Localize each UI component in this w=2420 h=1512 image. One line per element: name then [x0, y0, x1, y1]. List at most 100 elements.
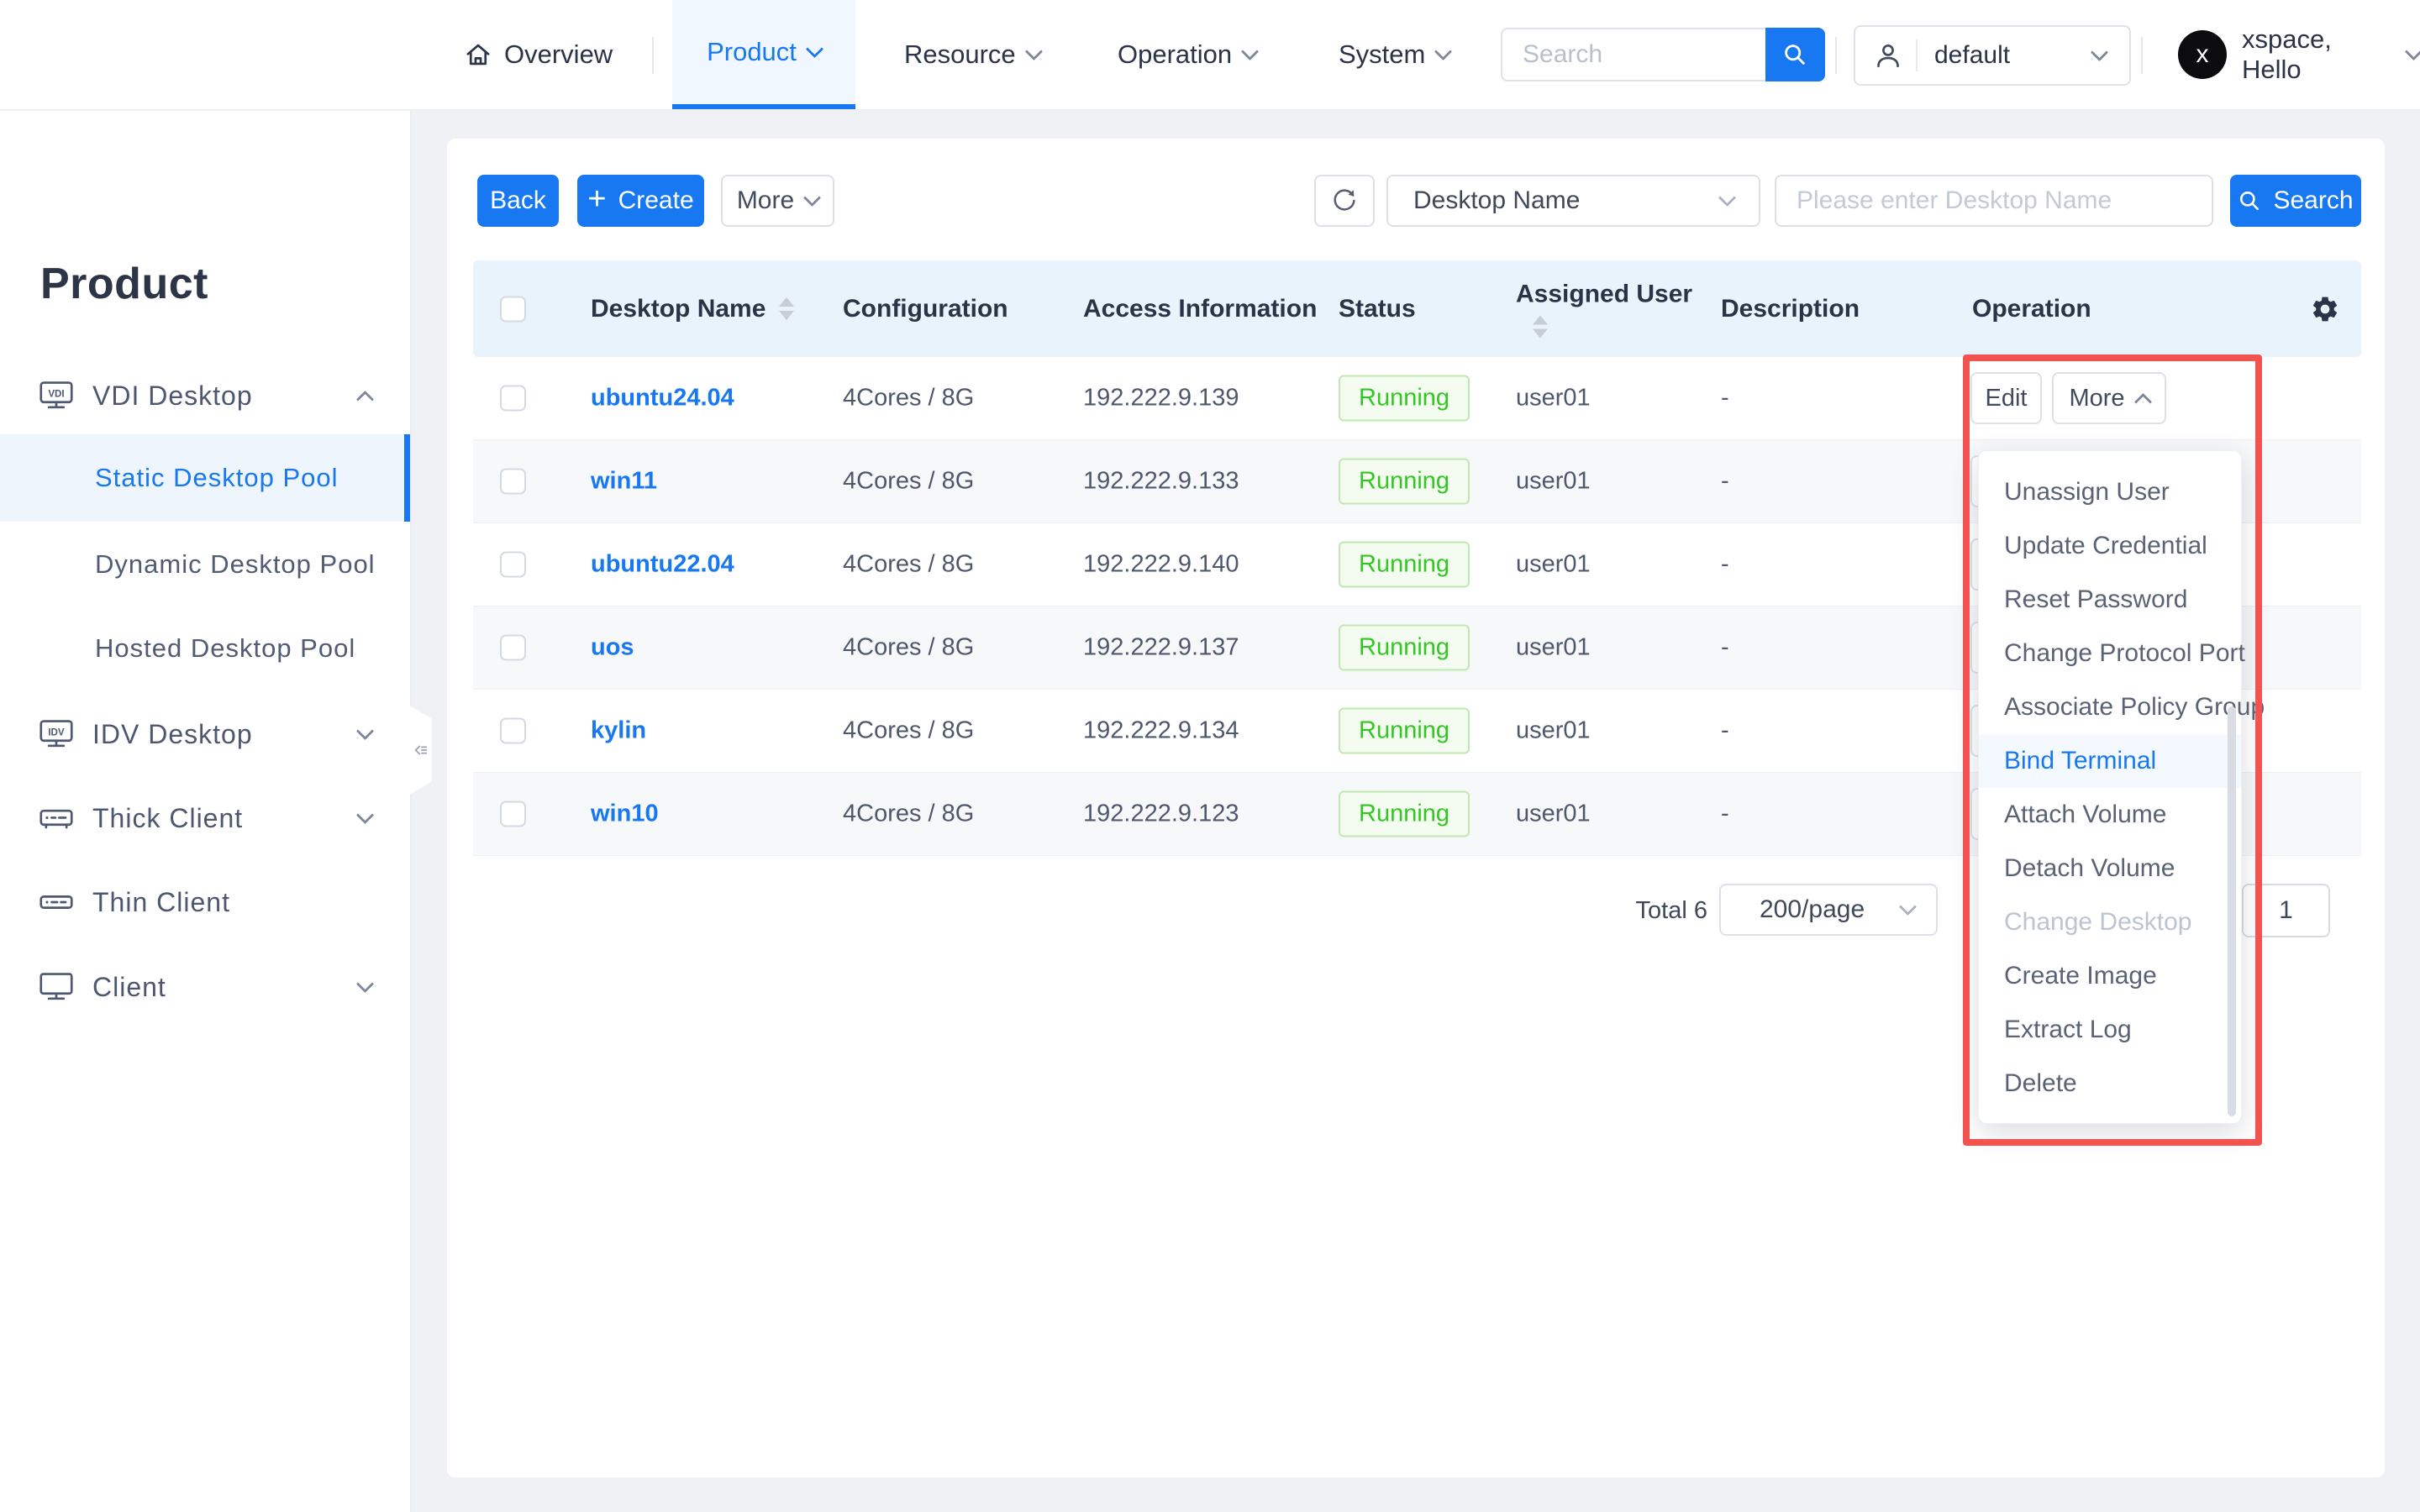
edit-button[interactable]: Edit: [1970, 372, 2042, 424]
nav-product[interactable]: Product: [672, 0, 855, 109]
user-menu[interactable]: xspace, Hello: [2242, 0, 2420, 109]
access-information-value: 192.222.9.133: [1083, 467, 1239, 495]
dropdown-scrollbar[interactable]: [2228, 706, 2236, 1116]
row-checkbox[interactable]: [500, 468, 526, 495]
status-badge: Running: [1339, 624, 1470, 671]
avatar-letter: x: [2196, 40, 2209, 68]
search-button[interactable]: Search: [2230, 175, 2361, 227]
global-search-button[interactable]: [1765, 28, 1825, 81]
table-header: Desktop Name Configuration Access Inform…: [473, 260, 2361, 357]
column-header-description: Description: [1721, 294, 1860, 323]
refresh-button[interactable]: [1314, 175, 1375, 227]
back-button[interactable]: Back: [477, 175, 559, 227]
sidebar-item-label: Dynamic Desktop Pool: [95, 549, 376, 579]
dropdown-menu-item[interactable]: Update Credential: [2004, 532, 2207, 559]
row-checkbox[interactable]: [500, 385, 526, 412]
dropdown-menu-item[interactable]: Unassign User: [2004, 478, 2170, 506]
top-nav: Overview Product Resource Operation Syst…: [0, 0, 2420, 111]
dropdown-menu-item[interactable]: Reset Password: [2004, 585, 2188, 613]
row-checkbox[interactable]: [500, 801, 526, 827]
chevron-down-icon: [803, 188, 822, 207]
row-checkbox[interactable]: [500, 551, 526, 578]
description-value: -: [1721, 633, 1729, 661]
sidebar-item-thick-client[interactable]: Thick Client: [0, 790, 410, 846]
select-all-checkbox[interactable]: [500, 296, 526, 322]
dropdown-menu-item[interactable]: Attach Volume: [2004, 801, 2167, 828]
sidebar-item-hosted-desktop-pool[interactable]: Hosted Desktop Pool: [0, 621, 410, 676]
sidebar-item-label: Hosted Desktop Pool: [95, 633, 356, 663]
status-badge: Running: [1339, 541, 1470, 588]
chevron-down-icon: [1241, 42, 1260, 60]
description-value: -: [1721, 384, 1729, 412]
access-information-value: 192.222.9.137: [1083, 633, 1239, 661]
description-value: -: [1721, 467, 1729, 495]
chevron-up-icon: [355, 390, 375, 408]
toolbar-more-button[interactable]: More: [721, 175, 834, 227]
global-search: Search: [1501, 28, 1825, 81]
desktop-name-search-input[interactable]: [1775, 175, 2213, 227]
sidebar-item-thin-client[interactable]: Thin Client: [0, 874, 410, 930]
page-size-value: 200/page: [1760, 895, 1865, 923]
desktop-name-link[interactable]: uos: [591, 633, 634, 661]
row-more-button[interactable]: More: [2052, 372, 2166, 424]
chevron-down-icon: [355, 974, 375, 993]
global-search-input[interactable]: Search: [1501, 28, 1765, 81]
thick-client-icon: [39, 802, 74, 834]
desktop-name-link[interactable]: ubuntu24.04: [591, 384, 734, 412]
sidebar-item-static-desktop-pool[interactable]: Static Desktop Pool: [0, 434, 410, 522]
svg-text:VDI: VDI: [48, 389, 64, 400]
nav-resource[interactable]: Resource: [904, 0, 1043, 109]
desktop-name-link[interactable]: win10: [591, 800, 659, 827]
column-header-assigned-user[interactable]: Assigned User: [1516, 280, 1692, 338]
nav-operation[interactable]: Operation: [1118, 0, 1260, 109]
status-badge: Running: [1339, 458, 1470, 505]
sidebar-item-dynamic-desktop-pool[interactable]: Dynamic Desktop Pool: [0, 537, 410, 592]
sidebar-item-client[interactable]: Client: [0, 959, 410, 1015]
sort-icon[interactable]: [779, 297, 795, 320]
dropdown-menu-item[interactable]: Associate Policy Group: [2004, 693, 2265, 721]
column-header-desktop-name[interactable]: Desktop Name: [591, 295, 795, 323]
column-header-status: Status: [1339, 294, 1416, 323]
tenant-select[interactable]: default: [1854, 25, 2131, 86]
dropdown-menu-item[interactable]: Bind Terminal: [1979, 734, 2241, 788]
assigned-user-value: user01: [1516, 384, 1591, 412]
row-checkbox[interactable]: [500, 634, 526, 661]
filter-field-select[interactable]: Desktop Name: [1386, 175, 1760, 227]
sidebar-item-vdi-desktop[interactable]: VDI VDI Desktop: [0, 368, 410, 423]
dropdown-menu-item[interactable]: Extract Log: [2004, 1016, 2132, 1043]
page-size-select[interactable]: 200/page: [1719, 884, 1938, 936]
sidebar-item-label: VDI Desktop: [92, 380, 253, 411]
configuration-value: 4Cores / 8G: [843, 550, 975, 578]
nav-overview[interactable]: Overview: [464, 0, 613, 109]
create-button[interactable]: + Create: [577, 175, 704, 227]
status-badge: Running: [1339, 707, 1470, 754]
page-number-button[interactable]: 1: [2242, 884, 2330, 937]
configuration-value: 4Cores / 8G: [843, 717, 975, 744]
sidebar-item-idv-desktop[interactable]: IDV IDV Desktop: [0, 706, 410, 762]
column-settings-button[interactable]: [2310, 294, 2340, 324]
more-label: More: [736, 186, 795, 214]
desktop-name-link[interactable]: kylin: [591, 717, 647, 744]
chevron-down-icon: [355, 722, 375, 740]
sidebar-item-label: Static Desktop Pool: [95, 463, 339, 492]
table-row: ubuntu24.04 4Cores / 8G 192.222.9.139 Ru…: [473, 357, 2361, 440]
configuration-value: 4Cores / 8G: [843, 633, 975, 661]
assigned-user-value: user01: [1516, 633, 1591, 661]
sidebar-collapse-handle[interactable]: [410, 706, 432, 795]
dropdown-menu-item[interactable]: Delete: [2004, 1069, 2077, 1097]
dropdown-menu-item[interactable]: Change Protocol Port: [2004, 639, 2245, 667]
dropdown-menu-item[interactable]: Detach Volume: [2004, 854, 2175, 882]
nav-resource-label: Resource: [904, 39, 1016, 69]
dropdown-menu-item[interactable]: Create Image: [2004, 962, 2157, 990]
column-header-access-information: Access Information: [1083, 294, 1318, 323]
nav-system[interactable]: System: [1339, 0, 1453, 109]
row-checkbox[interactable]: [500, 717, 526, 744]
nav-system-label: System: [1339, 39, 1426, 69]
dropdown-menu-item[interactable]: Change Desktop: [2004, 908, 2192, 936]
desktop-name-link[interactable]: ubuntu22.04: [591, 550, 734, 578]
desktop-name-link[interactable]: win11: [591, 467, 657, 495]
sort-icon[interactable]: [1533, 315, 1548, 338]
row-actions-dropdown: Unassign User Update Credential Reset Pass…: [1978, 450, 2265, 1124]
user-avatar[interactable]: x: [2178, 30, 2227, 79]
access-information-value: 192.222.9.134: [1083, 717, 1239, 744]
